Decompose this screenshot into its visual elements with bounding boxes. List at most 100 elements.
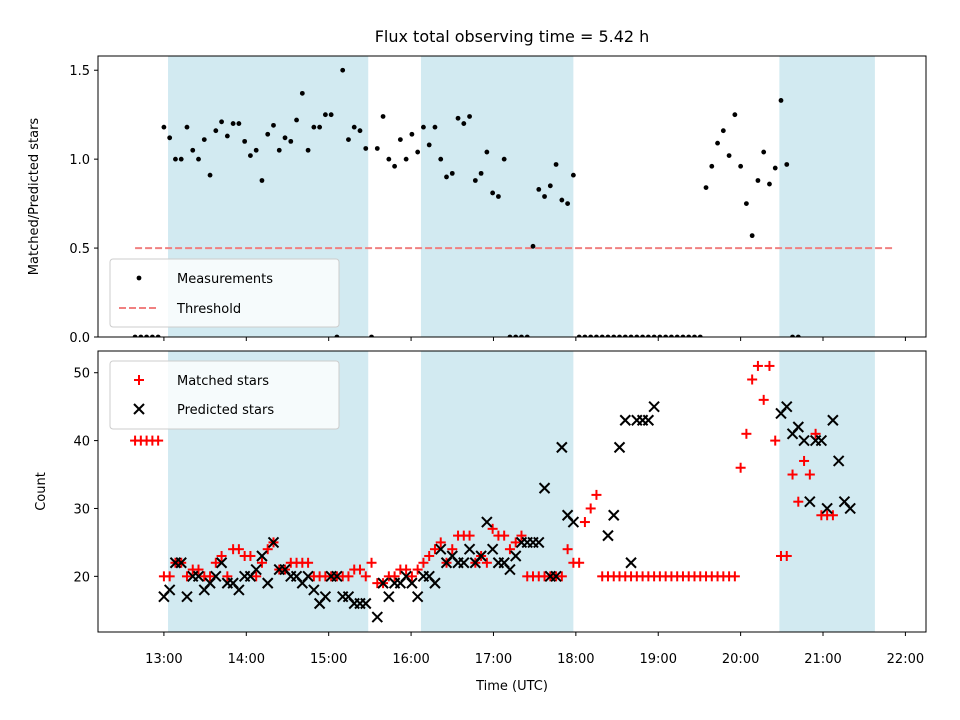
- x-tick-label: 17:00: [475, 652, 512, 667]
- matched-stars-legend-label: Matched stars: [177, 374, 269, 389]
- matched-star-point: [216, 550, 227, 561]
- matched-star-point: [435, 537, 446, 548]
- predicted-marker-b: [250, 563, 262, 576]
- matched-star-point: [464, 530, 475, 541]
- predicted-stars-series: [158, 400, 856, 623]
- predicted-marker-b: [619, 414, 631, 426]
- matched-star-point: [210, 557, 221, 568]
- measurement-point: [444, 174, 449, 180]
- matched-star-point: [735, 462, 746, 473]
- measurement-point: [392, 163, 397, 169]
- measurement-point: [749, 233, 755, 239]
- predicted-star-point: [510, 550, 522, 562]
- measurement-point: [848, 0, 853, 2]
- measurement-point: [294, 117, 299, 123]
- matched-star-point: [579, 517, 590, 528]
- x-tick-label: 13:00: [145, 652, 182, 667]
- predicted-star-point: [504, 563, 516, 576]
- predicted-marker-b: [429, 577, 441, 589]
- bottom-y-axis-ticks: 20 30 40 50: [73, 367, 98, 585]
- predicted-star-point: [475, 550, 487, 562]
- predicted-marker-b: [832, 455, 845, 467]
- bottom-legend: Matched stars Predicted stars: [109, 360, 340, 430]
- predicted-star-point: [608, 509, 620, 521]
- predicted-star-point: [613, 441, 626, 454]
- measurement-point: [415, 149, 421, 155]
- predicted-marker-b: [267, 536, 280, 549]
- measurement-point: [784, 162, 790, 167]
- predicted-marker-b: [608, 509, 620, 521]
- predicted-marker-b: [406, 577, 418, 589]
- predicted-marker-b: [838, 495, 851, 508]
- predicted-marker-b: [821, 502, 833, 515]
- matched-star-point: [354, 564, 365, 575]
- measurement-point: [778, 98, 784, 103]
- measurement-point: [859, 0, 864, 2]
- measurement-point: [588, 334, 594, 337]
- measurement-point: [213, 128, 219, 134]
- matched-star-point: [360, 571, 371, 582]
- measurement-point: [657, 334, 663, 337]
- predicted-marker-b: [481, 516, 493, 528]
- predicted-marker-b: [567, 516, 580, 528]
- bottom-panel: 13:00 14:00 15:00 16:00 17:00 18:00 19:00 20:00…: [34, 350, 927, 694]
- measurement-point: [703, 185, 709, 191]
- x-axis-label: Time (UTC): [475, 679, 548, 694]
- measurement-point: [553, 162, 559, 167]
- matched-star-point: [164, 571, 175, 582]
- measurement-point: [622, 334, 628, 337]
- matched-star-point: [562, 544, 573, 555]
- measurement-point: [478, 170, 484, 176]
- matched-star-point: [793, 496, 804, 507]
- predicted-marker-b: [308, 584, 320, 596]
- top-legend: Measurements Threshold: [109, 258, 340, 328]
- predicted-star-point: [804, 495, 816, 508]
- x-tick-label: 18:00: [557, 652, 594, 667]
- measurement-point: [363, 146, 369, 151]
- measurement-point: [449, 170, 455, 176]
- measurement-point: [288, 138, 294, 144]
- predicted-marker-b: [458, 557, 470, 569]
- predicted-marker-b: [792, 421, 805, 433]
- predicted-stars-legend-marker: [133, 403, 145, 415]
- predicted-marker-b: [331, 570, 343, 583]
- y-tick-label: 0.0: [69, 331, 90, 346]
- matched-star-point: [747, 374, 758, 385]
- measurement-point: [772, 165, 778, 171]
- predicted-star-point: [821, 502, 833, 515]
- top-panel: 0.0 0.5 1.0 1.5 Matched/Predicted stars Mea…: [27, 0, 927, 346]
- predicted-marker-b: [815, 434, 828, 447]
- measurement-point: [380, 114, 386, 119]
- y-tick-label: 30: [73, 502, 90, 517]
- predicted-marker-b: [538, 482, 551, 494]
- observing-interval: [779, 56, 875, 337]
- measurement-point: [144, 334, 150, 337]
- threshold-legend-label: Threshold: [176, 302, 241, 317]
- measurement-point: [819, 0, 824, 2]
- predicted-marker-b: [550, 570, 562, 583]
- bottom-axes-frame: [97, 350, 927, 633]
- predicted-star-point: [210, 570, 222, 583]
- measurement-point: [311, 124, 317, 130]
- measurement-point: [576, 334, 582, 337]
- measurement-point: [369, 334, 374, 337]
- measurement-point: [421, 124, 426, 130]
- predicted-marker-b: [602, 529, 614, 542]
- matched-star-point: [781, 550, 792, 561]
- measurement-point: [403, 156, 409, 162]
- x-tick-label: 14:00: [228, 652, 265, 667]
- predicted-star-point: [792, 421, 805, 433]
- measurement-point: [854, 0, 859, 2]
- predicted-marker-b: [844, 502, 856, 515]
- matched-star-point: [764, 360, 775, 371]
- predicted-stars-legend-label: Predicted stars: [177, 403, 274, 418]
- predicted-star-point: [844, 502, 856, 515]
- measurement-point: [547, 183, 553, 189]
- predicted-marker-b: [435, 543, 447, 555]
- matched-star-point: [510, 537, 521, 548]
- predicted-marker-b: [642, 414, 655, 426]
- top-x-ticks: [163, 337, 906, 341]
- measurement-point: [836, 0, 841, 2]
- measurement-point: [542, 194, 547, 199]
- matched-star-point: [787, 469, 798, 480]
